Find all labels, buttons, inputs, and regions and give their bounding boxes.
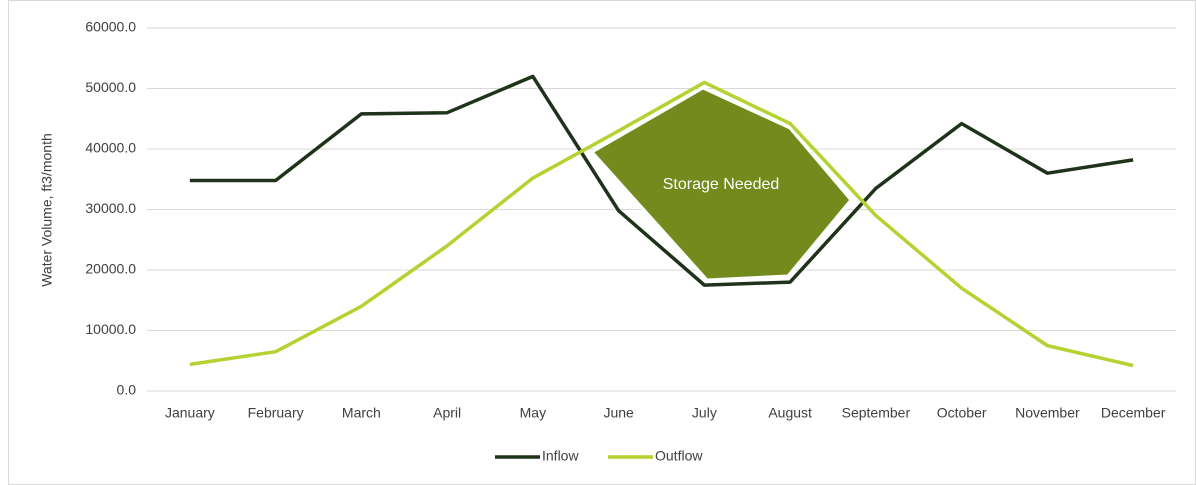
y-tick-label: 20000.0	[85, 261, 136, 277]
x-tick-label: September	[842, 405, 911, 421]
x-tick-label: March	[342, 405, 381, 421]
x-tick-label: October	[937, 405, 987, 421]
x-tick-label: May	[520, 405, 546, 421]
y-tick-label: 0.0	[117, 382, 137, 398]
y-tick-label: 30000.0	[85, 200, 136, 216]
x-tick-label: November	[1015, 405, 1080, 421]
legend-label: Inflow	[542, 448, 579, 464]
storage-area	[589, 86, 853, 282]
y-tick-label: 60000.0	[85, 19, 136, 35]
lines	[189, 74, 1134, 368]
x-tick-label: December	[1101, 405, 1166, 421]
x-tick-label: August	[768, 405, 812, 421]
x-tick-label: July	[692, 405, 717, 421]
x-tick-label: June	[603, 405, 634, 421]
series-line	[189, 74, 1134, 287]
x-tick-label: February	[248, 405, 304, 421]
x-tick-label: April	[433, 405, 461, 421]
legend: Inflow Outflow	[495, 448, 703, 464]
y-tick-label: 40000.0	[85, 140, 136, 156]
x-tick-label: January	[165, 405, 215, 421]
legend-label: Outflow	[655, 448, 703, 464]
series-line	[189, 80, 1134, 368]
annotation: Storage Needed	[663, 176, 780, 193]
y-tick-label: 50000.0	[85, 79, 136, 95]
y-axis-label: Water Volume, ft3/month	[39, 133, 55, 287]
y-tick-label: 10000.0	[85, 321, 136, 337]
